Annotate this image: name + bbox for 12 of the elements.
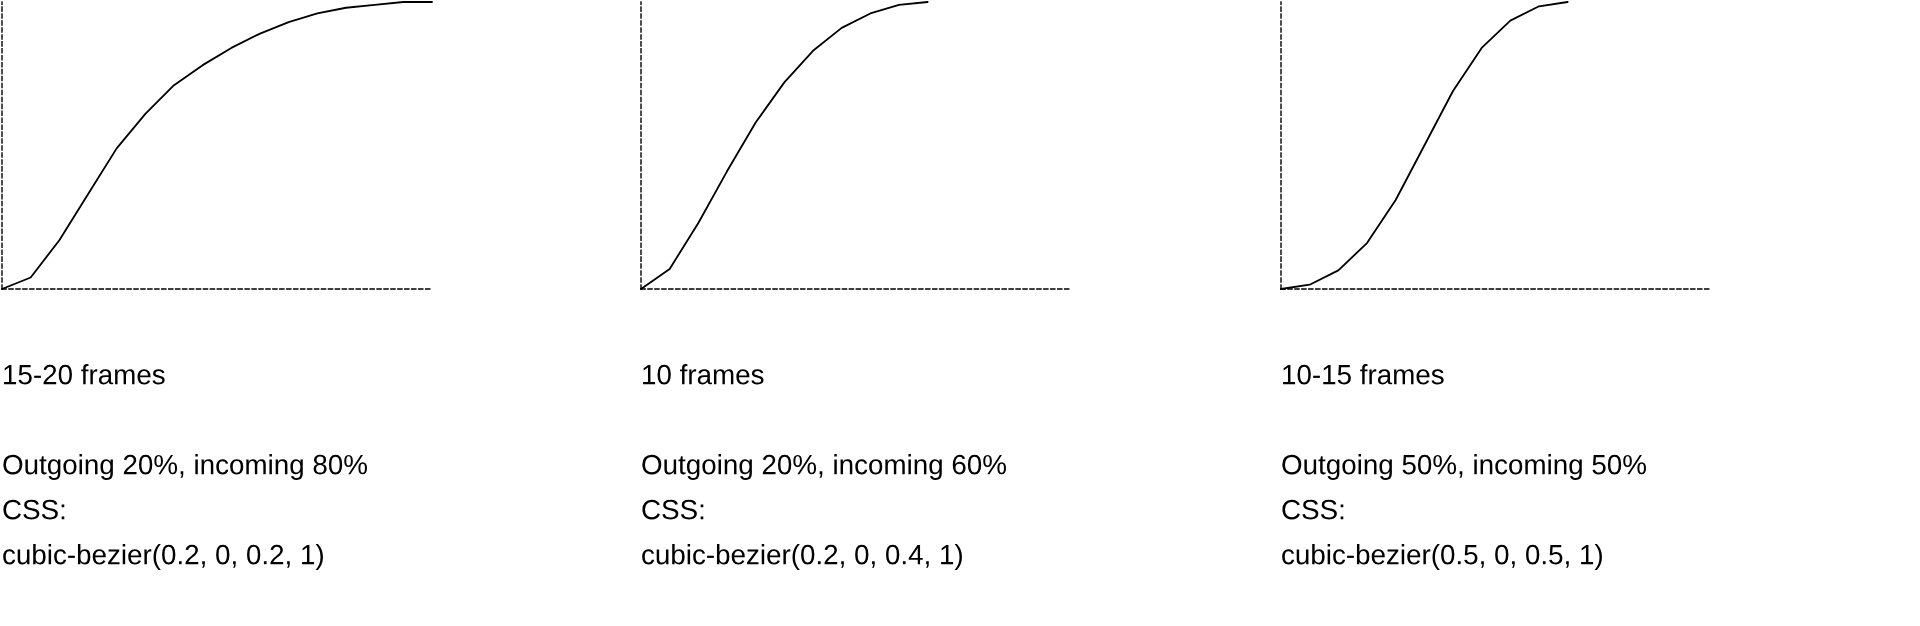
text: CSS:: [642, 499, 704, 520]
text: 10 frames: [643, 364, 764, 385]
text: Outgoing 20%, incoming 80%: [3, 454, 367, 480]
text: CSS:: [1282, 499, 1344, 520]
text: cubic-bezier(0.2, 0, 0.2, 1): [3, 544, 323, 570]
text: Outgoing 50%, incoming 50%: [1282, 454, 1646, 480]
text: CSS:: [3, 499, 65, 520]
text: 10-15 frames: [1283, 364, 1444, 385]
text: Outgoing 20%, incoming 60%: [642, 454, 1006, 480]
text: cubic-bezier(0.2, 0, 0.4, 1): [642, 544, 962, 570]
text: cubic-bezier(0.5, 0, 0.5, 1): [1282, 544, 1602, 570]
text: 15-20 frames: [4, 364, 165, 385]
